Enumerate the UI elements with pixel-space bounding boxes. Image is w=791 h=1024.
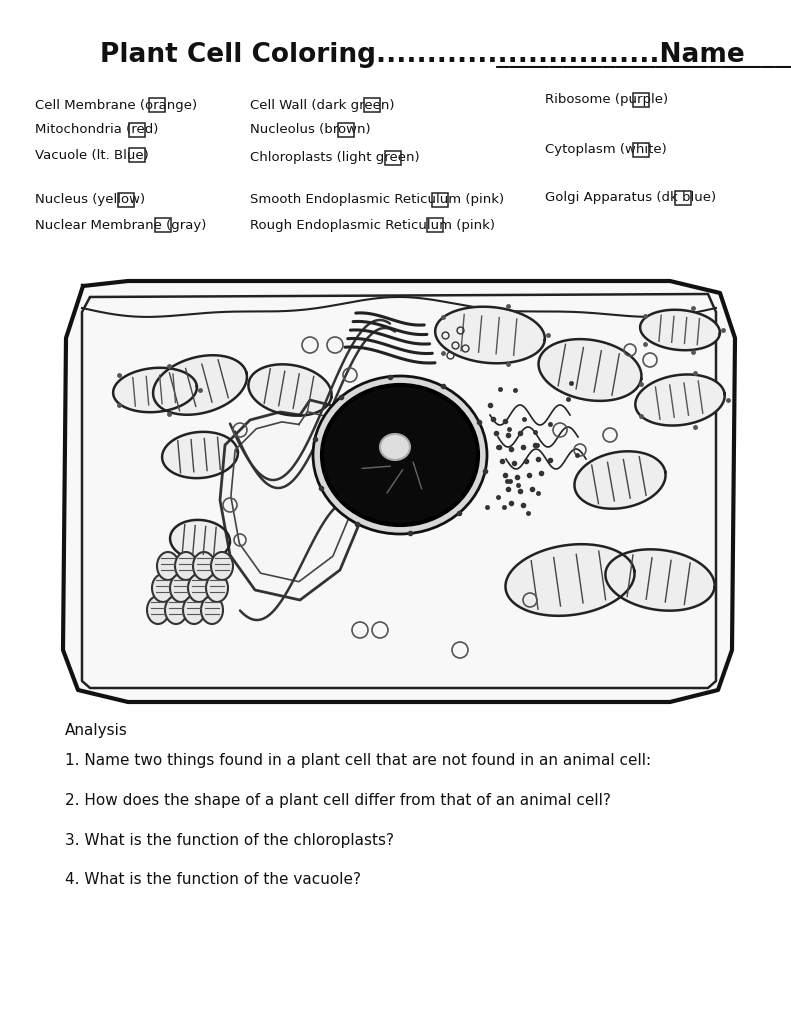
Ellipse shape bbox=[380, 434, 410, 460]
Polygon shape bbox=[574, 452, 665, 509]
Text: Vacuole (lt. Blue): Vacuole (lt. Blue) bbox=[35, 148, 149, 162]
Text: _________________________: _________________________ bbox=[488, 42, 791, 68]
Polygon shape bbox=[248, 365, 331, 416]
Ellipse shape bbox=[313, 376, 487, 534]
Text: Cytoplasm (white): Cytoplasm (white) bbox=[545, 143, 667, 157]
Bar bbox=[675, 191, 691, 205]
Text: Cell Wall (dark green): Cell Wall (dark green) bbox=[250, 98, 395, 112]
Polygon shape bbox=[170, 520, 230, 560]
Polygon shape bbox=[640, 310, 720, 350]
Bar bbox=[634, 93, 649, 106]
Bar bbox=[365, 98, 380, 112]
Ellipse shape bbox=[157, 552, 179, 580]
Text: Analysis: Analysis bbox=[65, 723, 128, 737]
Bar bbox=[427, 218, 443, 232]
Text: Nucleus (yellow): Nucleus (yellow) bbox=[35, 194, 145, 207]
Polygon shape bbox=[605, 549, 714, 610]
Ellipse shape bbox=[183, 596, 205, 624]
Ellipse shape bbox=[201, 596, 223, 624]
Polygon shape bbox=[220, 400, 370, 600]
Text: Rough Endoplasmic Reticulum (pink): Rough Endoplasmic Reticulum (pink) bbox=[250, 218, 495, 231]
Ellipse shape bbox=[170, 574, 192, 602]
Polygon shape bbox=[505, 544, 634, 615]
Bar bbox=[432, 193, 448, 207]
Text: 3. What is the function of the chloroplasts?: 3. What is the function of the chloropla… bbox=[65, 833, 394, 848]
Text: Mitochondria (red): Mitochondria (red) bbox=[35, 124, 158, 136]
Text: Golgi Apparatus (dk blue): Golgi Apparatus (dk blue) bbox=[545, 191, 716, 205]
Text: Plant Cell Coloring............................Name: Plant Cell Coloring.....................… bbox=[100, 42, 745, 68]
Bar bbox=[634, 143, 649, 157]
Ellipse shape bbox=[211, 552, 233, 580]
Bar bbox=[149, 98, 165, 112]
Ellipse shape bbox=[193, 552, 215, 580]
Bar bbox=[129, 123, 145, 137]
Polygon shape bbox=[635, 375, 725, 426]
Ellipse shape bbox=[188, 574, 210, 602]
Text: Nucleolus (brown): Nucleolus (brown) bbox=[250, 124, 371, 136]
Polygon shape bbox=[153, 355, 247, 415]
Bar bbox=[385, 151, 401, 165]
Polygon shape bbox=[435, 307, 545, 364]
Text: 1. Name two things found in a plant cell that are not found in an animal cell:: 1. Name two things found in a plant cell… bbox=[65, 753, 651, 768]
Text: Ribosome (purple): Ribosome (purple) bbox=[545, 93, 668, 106]
Ellipse shape bbox=[322, 385, 478, 525]
Text: 4. What is the function of the vacuole?: 4. What is the function of the vacuole? bbox=[65, 872, 361, 888]
Ellipse shape bbox=[206, 574, 228, 602]
Bar bbox=[129, 148, 145, 162]
Text: Chloroplasts (light green): Chloroplasts (light green) bbox=[250, 152, 419, 165]
Text: Nuclear Membrane (gray): Nuclear Membrane (gray) bbox=[35, 218, 206, 231]
Bar bbox=[339, 123, 354, 137]
Polygon shape bbox=[539, 339, 642, 400]
Polygon shape bbox=[113, 368, 197, 413]
Polygon shape bbox=[162, 432, 238, 478]
Ellipse shape bbox=[175, 552, 197, 580]
Text: Smooth Endoplasmic Reticulum (pink): Smooth Endoplasmic Reticulum (pink) bbox=[250, 194, 504, 207]
Bar bbox=[154, 218, 171, 232]
Ellipse shape bbox=[147, 596, 169, 624]
Bar bbox=[118, 193, 134, 207]
Text: Cell Membrane (orange): Cell Membrane (orange) bbox=[35, 98, 197, 112]
Text: 2. How does the shape of a plant cell differ from that of an animal cell?: 2. How does the shape of a plant cell di… bbox=[65, 793, 611, 808]
Ellipse shape bbox=[165, 596, 187, 624]
Ellipse shape bbox=[152, 574, 174, 602]
Polygon shape bbox=[63, 281, 735, 702]
